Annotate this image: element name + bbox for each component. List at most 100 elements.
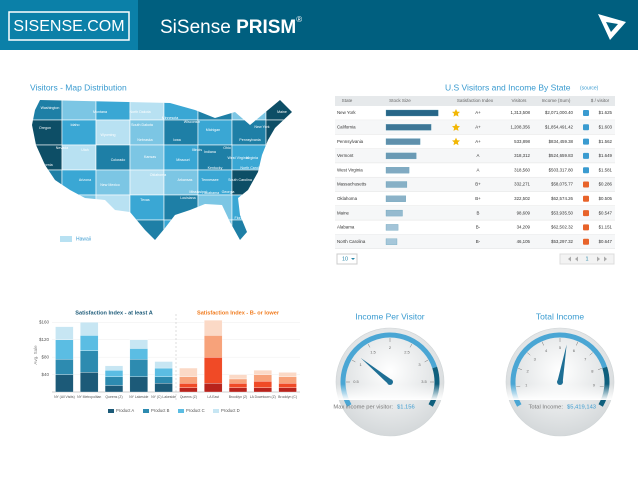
x-tick-label: Queens (Z) [105,395,122,399]
state-region [129,100,165,121]
table-cell: West Virginia [337,167,363,172]
product-bold: PRISM [236,17,296,38]
table-cell: A [477,167,480,172]
table-cell: New York [337,110,356,115]
pagination[interactable] [559,253,615,265]
state-label: New York [254,125,269,129]
gauge-tick [597,368,602,370]
table-source[interactable]: (source) [580,85,599,91]
bar-segment [253,380,272,388]
state-region [61,119,97,146]
state-label: Wyoming [101,133,116,137]
state-label: South Carolina [228,178,252,182]
gauge-tick [541,341,544,346]
x-tick-label: Brooklyn (C) [278,395,297,399]
gauge-tick [424,359,429,363]
map-title: Visitors - Map Distribution [30,82,127,92]
state-region [197,169,233,196]
bar-segment [204,335,223,358]
table-cell: $62,574.26 [551,196,574,201]
state-region [163,119,199,146]
legend-label: Product C [186,408,205,413]
state-region [231,169,267,196]
gauges: Income Per Visitor 0.5 1 1.5 2 2.5 3 3.5 Max inc… [330,311,620,437]
column-header: Stock Size [389,98,411,103]
table-cell: $503,317.80 [549,167,574,172]
state-region [95,194,131,221]
table-cell: $1,854,491.42 [545,124,574,129]
state-label: California [37,163,52,167]
bar-segment [80,350,99,373]
group-title: Satisfaction Index - B- or lower [197,310,280,316]
state-region [129,219,165,240]
bar-segment [80,322,99,336]
table-cell: California [337,124,356,129]
needle-hub [557,379,563,385]
table-cell: 98,609 [517,210,531,215]
state-label: Georgia [222,190,235,194]
state-region [163,219,199,240]
brand-icon [598,14,626,40]
logo-text[interactable]: SISENSE.COM [13,18,124,35]
legend-label: Product D [221,408,240,413]
bar-segment [204,383,223,393]
state-label: Oregon [39,126,51,130]
state-label: Oklahoma [150,173,166,177]
table-cell: A [477,153,480,158]
row-band [335,234,615,249]
current-page[interactable]: 1 [585,256,588,262]
product-name: SiSense PRISM® [160,15,302,38]
state-label: West Virginia [227,156,248,160]
state-region [61,100,97,121]
state-region [265,169,292,196]
gauge-tick-label: 1 [359,362,362,367]
page-size-select[interactable] [336,253,358,265]
gauge-tick [589,352,593,356]
gauge-tick-label: 1.5 [370,350,376,355]
state-label: Indiana [204,150,216,154]
state-label: Nevada [56,146,68,150]
state-label: Washington [41,106,60,110]
gauge-fade [330,384,450,400]
page-size[interactable]: 10 [342,256,348,262]
bar-segment [179,376,198,384]
bar-segment [129,376,148,393]
trend-icon [583,138,589,145]
state-region [61,194,97,221]
state-label: Colorado [111,158,126,162]
column-header: State [342,98,353,103]
table-cell: Maine [337,210,350,215]
state-region [197,100,233,121]
state-region [265,144,292,171]
bar-segment [278,383,297,388]
gauge-tick [351,359,356,363]
page-arrows[interactable] [568,256,607,262]
logo-box[interactable] [8,11,130,41]
trend-icon [583,181,589,188]
gauge-tick-label: 8 [591,369,594,374]
state-region [163,144,199,171]
table-cell: $1.562 [599,139,613,144]
column-header: Visitors [512,98,528,103]
table-cell: 322,502 [514,196,530,201]
gauge-caption: Total Income: [529,405,564,411]
state-region [163,169,199,196]
bar-segment [55,359,74,375]
table-cell: 533,898 [514,139,530,144]
bar-segment [228,378,248,384]
gauge-value: $5,419,143 [567,405,596,411]
stock-bar [385,109,439,117]
state-region [32,219,63,240]
table-cell: $1.625 [599,110,613,115]
gauge-tick-label: 6 [573,348,576,353]
table-cell: Oklahoma [337,196,358,201]
bar-segment [129,348,148,360]
stock-bar [385,138,421,145]
y-tick-label: $40 [41,372,49,377]
bar-segment [129,339,148,349]
state-region [265,100,292,121]
table-cell: $0.286 [599,182,613,187]
state-region [61,169,97,196]
